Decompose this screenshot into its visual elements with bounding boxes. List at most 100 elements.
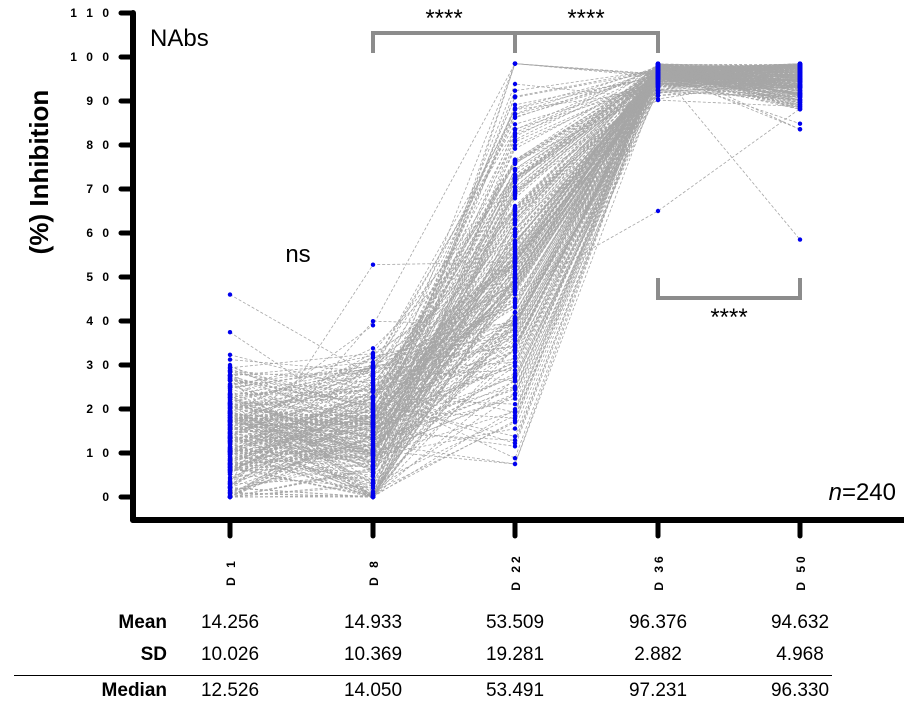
data-point [370, 485, 376, 491]
chart-title: NAbs [150, 25, 209, 52]
data-point [512, 180, 518, 186]
subject-line [229, 77, 801, 421]
data-point [797, 94, 803, 99]
stats-label-mean: Mean [118, 612, 167, 633]
data-point [797, 103, 803, 109]
y-axis-label: (%) Inhibition [24, 90, 54, 255]
data-point [512, 249, 518, 254]
data-point [227, 366, 233, 371]
x-tick-label: D 1 [224, 558, 238, 586]
subject-line [229, 77, 801, 495]
data-point [797, 78, 803, 84]
data-point [512, 374, 518, 380]
data-point [512, 81, 518, 87]
data-point [512, 177, 518, 182]
data-point [370, 418, 376, 423]
subject-line [229, 67, 801, 453]
data-point [227, 418, 233, 423]
y-tick-label: 5 0 [86, 270, 112, 284]
data-point [512, 264, 518, 270]
data-point [512, 298, 518, 304]
stats-sd-d8: 10.369 [343, 644, 403, 665]
y-tick-label: 8 0 [86, 138, 112, 152]
data-point [227, 406, 233, 411]
data-point [370, 353, 376, 358]
data-point [655, 88, 661, 93]
data-point [512, 254, 518, 259]
subject-line [229, 74, 801, 425]
data-point [512, 61, 518, 66]
comparison-bracket [371, 31, 517, 53]
data-point [655, 75, 661, 80]
data-point [512, 426, 518, 431]
data-point [512, 143, 518, 148]
data-point [512, 402, 518, 407]
data-point [370, 365, 376, 370]
data-point [227, 472, 233, 477]
x-tick-label: D 50 [794, 553, 808, 590]
data-point [512, 303, 518, 309]
data-point [227, 369, 233, 375]
series-points [227, 61, 803, 500]
stats-divider [14, 675, 832, 676]
stats-mean-d22: 53.509 [485, 612, 545, 633]
subject-line [229, 69, 801, 498]
subject-line [229, 67, 801, 498]
comparison-label: **** [425, 5, 462, 32]
data-point [512, 416, 518, 421]
n-label-value: =240 [842, 479, 896, 506]
data-point [370, 439, 376, 444]
data-point [227, 292, 233, 297]
data-point [512, 102, 518, 108]
data-point [227, 411, 233, 416]
stats-label-median: Median [101, 680, 167, 701]
subject-line [229, 68, 801, 441]
data-point [797, 127, 803, 132]
data-point [227, 467, 233, 472]
data-point [512, 347, 518, 353]
subject-line [229, 63, 801, 498]
y-tick-label: 2 0 [86, 402, 112, 416]
data-point [655, 96, 661, 102]
data-point [512, 122, 518, 127]
stats-mean-d1: 14.256 [200, 612, 260, 633]
data-point [512, 363, 518, 368]
subject-line [229, 63, 801, 481]
data-point [370, 323, 376, 328]
subject-line [229, 74, 801, 433]
data-point [512, 391, 518, 396]
data-point [512, 232, 518, 237]
data-point [227, 352, 233, 357]
data-point [512, 245, 518, 250]
data-point [370, 386, 376, 391]
data-point [370, 373, 376, 379]
data-point [512, 227, 518, 232]
comparison-label: **** [567, 5, 604, 32]
data-point [370, 478, 376, 483]
data-point [370, 380, 376, 386]
data-point [512, 396, 518, 401]
subject-line [229, 64, 801, 498]
data-point [512, 441, 518, 446]
data-point [655, 70, 661, 76]
data-point [797, 69, 803, 74]
data-point [512, 94, 518, 99]
y-tick-label: 6 0 [86, 226, 112, 240]
subject-line [229, 79, 801, 409]
x-tick-label: D 22 [509, 553, 523, 590]
data-point [370, 262, 376, 267]
data-point [370, 401, 376, 406]
data-point [512, 461, 518, 467]
data-point [370, 481, 376, 486]
y-tick-label: 1 0 0 [70, 50, 112, 64]
data-point [512, 167, 518, 172]
data-point [227, 383, 233, 389]
subject-line [229, 64, 801, 413]
data-point [227, 330, 233, 335]
data-point [512, 193, 518, 198]
data-point [512, 344, 518, 349]
data-point [512, 353, 518, 359]
data-point [227, 479, 233, 484]
comparison-bracket [513, 31, 660, 53]
data-point [512, 434, 518, 439]
